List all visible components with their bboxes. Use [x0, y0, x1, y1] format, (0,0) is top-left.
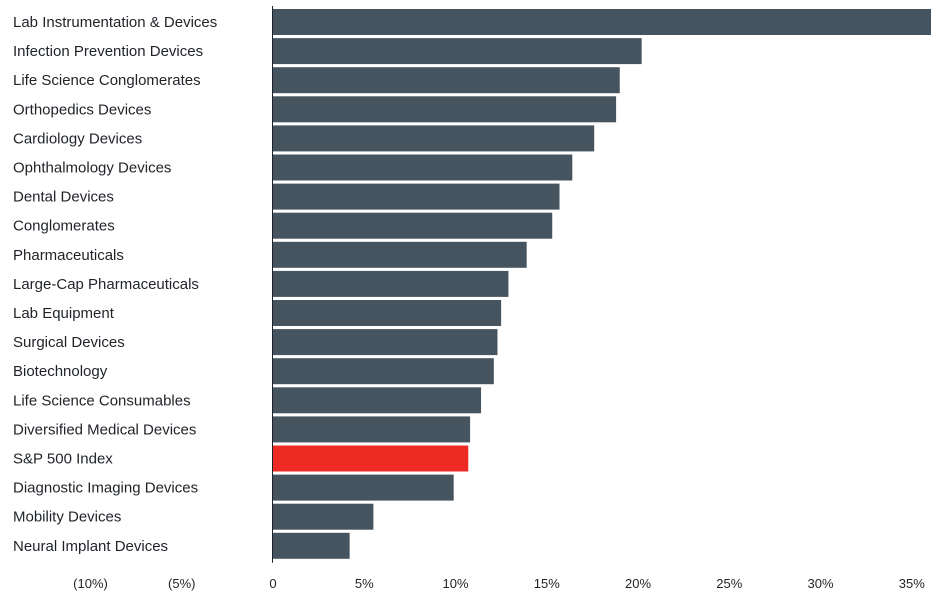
- category-label: Pharmaceuticals: [13, 247, 124, 264]
- x-tick-label: (10%): [73, 576, 108, 591]
- bar-surgical-devices: [273, 329, 498, 356]
- x-tick-label: 35%: [899, 576, 925, 591]
- bar-neural-implant-devices: [273, 532, 350, 559]
- x-tick-labels-group: (10%) (5%) 0 5% 10% 15% 20% 25% 30% 35%: [73, 576, 925, 591]
- bar-dental-devices: [273, 183, 560, 210]
- x-tick-label: (5%): [168, 576, 195, 591]
- x-tick-label: 5%: [355, 576, 374, 591]
- category-label: Ophthalmology Devices: [13, 160, 171, 177]
- x-tick-label: 0: [269, 576, 276, 591]
- bars-group: [273, 9, 931, 559]
- category-label: Mobility Devices: [13, 509, 121, 526]
- bar-conglomerates: [273, 212, 553, 239]
- category-label: Lab Equipment: [13, 305, 115, 322]
- bar-life-science-conglomerates: [273, 67, 620, 94]
- category-labels-group: Lab Instrumentation & Devices Infection P…: [13, 14, 217, 555]
- bar-large-cap-pharmaceuticals: [273, 270, 509, 297]
- bar-lab-instrumentation-devices: [273, 9, 931, 35]
- category-label: Infection Prevention Devices: [13, 43, 203, 60]
- bar-cardiology-devices: [273, 125, 595, 152]
- bar-pharmaceuticals: [273, 241, 527, 268]
- category-label: Dental Devices: [13, 189, 114, 206]
- bar-orthopedics-devices: [273, 96, 617, 123]
- category-label: Diagnostic Imaging Devices: [13, 480, 198, 497]
- category-label: Life Science Conglomerates: [13, 72, 201, 89]
- x-tick-label: 15%: [534, 576, 560, 591]
- bar-biotechnology: [273, 358, 494, 385]
- bar-diversified-medical-devices: [273, 416, 471, 443]
- bar-s-p-500-index: [273, 445, 469, 472]
- category-label: Large-Cap Pharmaceuticals: [13, 276, 199, 293]
- category-label: Diversified Medical Devices: [13, 421, 196, 438]
- x-tick-label: 20%: [625, 576, 651, 591]
- category-label: Conglomerates: [13, 218, 115, 235]
- category-label: Orthopedics Devices: [13, 101, 151, 118]
- category-label: Life Science Consumables: [13, 392, 191, 409]
- x-tick-label: 30%: [807, 576, 833, 591]
- bar-ophthalmology-devices: [273, 154, 573, 181]
- category-label: Biotechnology: [13, 363, 108, 380]
- bar-lab-equipment: [273, 300, 502, 326]
- bar-life-science-consumables: [273, 387, 482, 414]
- bar-infection-prevention-devices: [273, 38, 642, 65]
- category-label: S&P 500 Index: [13, 451, 113, 468]
- category-label: Cardiology Devices: [13, 130, 142, 147]
- category-label: Surgical Devices: [13, 334, 125, 351]
- category-label: Neural Implant Devices: [13, 538, 168, 555]
- bar-diagnostic-imaging-devices: [273, 474, 454, 501]
- x-tick-label: 25%: [716, 576, 742, 591]
- bar-mobility-devices: [273, 503, 374, 530]
- x-tick-label: 10%: [442, 576, 468, 591]
- category-label: Lab Instrumentation & Devices: [13, 14, 217, 31]
